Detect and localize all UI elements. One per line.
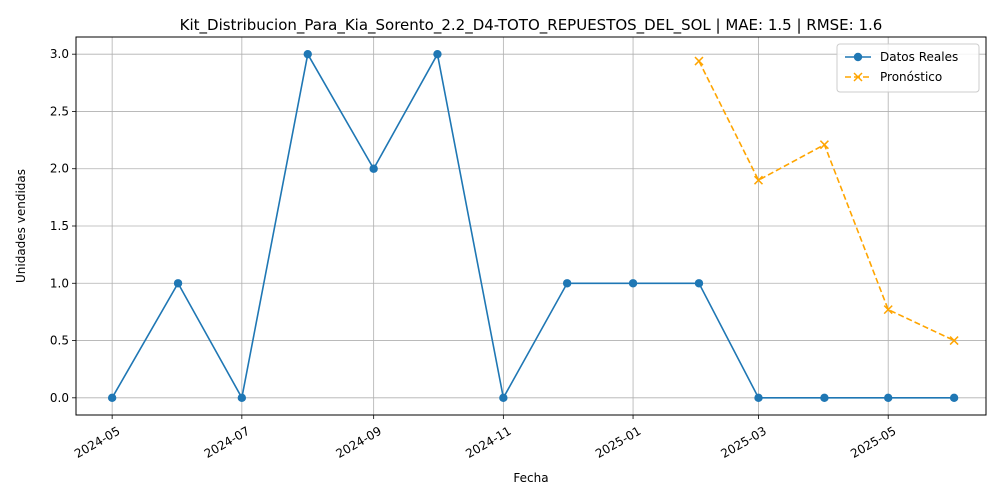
y-tick-label: 2.0	[50, 162, 69, 176]
data-point	[303, 49, 312, 59]
series-line	[111, 51, 955, 401]
legend: Datos Reales Pronóstico	[836, 43, 980, 93]
legend-marker	[853, 52, 863, 62]
y-tick-label: 0.5	[50, 334, 69, 348]
data-point	[883, 305, 893, 315]
x-marker-stroke	[819, 140, 829, 150]
y-tick-label: 1.5	[50, 219, 69, 233]
y-tick-label: 0.0	[50, 391, 69, 405]
x-marker-stroke	[694, 56, 704, 66]
chart-title: Kit_Distribucion_Para_Kia_Sorento_2.2_D4…	[180, 16, 883, 35]
y-tick-label: 1.0	[50, 276, 69, 290]
series-datos-reales	[107, 49, 959, 403]
grid	[76, 37, 986, 415]
legend-item: Pronóstico	[845, 70, 942, 84]
series-pronostico	[694, 56, 959, 346]
data-point	[562, 279, 572, 288]
x-tick-label: 2024-07	[202, 424, 252, 461]
data-point	[754, 393, 763, 403]
x-tick-label: 2025-01	[593, 424, 643, 461]
data-point	[237, 393, 247, 403]
x-marker-stroke	[853, 72, 863, 82]
data-point	[173, 279, 183, 288]
legend-item: Datos Reales	[845, 50, 958, 64]
legend-label: Datos Reales	[880, 50, 958, 64]
data-point	[694, 56, 704, 66]
data-point	[949, 393, 959, 403]
data-point	[369, 164, 378, 173]
data-point	[820, 393, 829, 403]
x-marker-stroke	[753, 175, 764, 185]
data-point	[628, 279, 638, 288]
y-tick-label: 3.0	[50, 47, 69, 61]
x-axis: 2024-05 2024-07 2024-09 2024-11 2025-01 2025-…	[72, 415, 898, 461]
data-point	[949, 336, 959, 346]
x-tick-label: 2025-03	[718, 424, 768, 461]
y-axis: 0.0 0.5 1.0 1.5 2.0 2.5 3.0	[50, 47, 76, 405]
data-point	[883, 393, 893, 403]
y-tick-label: 2.5	[50, 104, 69, 118]
legend-box	[836, 43, 980, 93]
data-point	[694, 279, 704, 288]
x-tick-label: 2024-11	[463, 424, 513, 461]
data-point	[499, 393, 508, 403]
legend-label: Pronóstico	[880, 70, 942, 84]
data-point	[753, 175, 764, 185]
x-marker-stroke	[949, 336, 959, 346]
series-layer	[107, 49, 959, 403]
x-marker-stroke	[883, 305, 893, 315]
data-point	[819, 140, 829, 150]
data-point	[107, 393, 117, 403]
x-axis-label: Fecha	[513, 471, 548, 485]
legend-marker	[853, 72, 863, 82]
x-tick-label: 2025-05	[848, 424, 898, 461]
y-axis-label: Unidades vendidas	[14, 169, 28, 283]
x-tick-label: 2024-09	[334, 424, 384, 461]
series-line	[698, 60, 955, 342]
x-tick-label: 2024-05	[72, 424, 122, 461]
data-point	[433, 49, 442, 59]
